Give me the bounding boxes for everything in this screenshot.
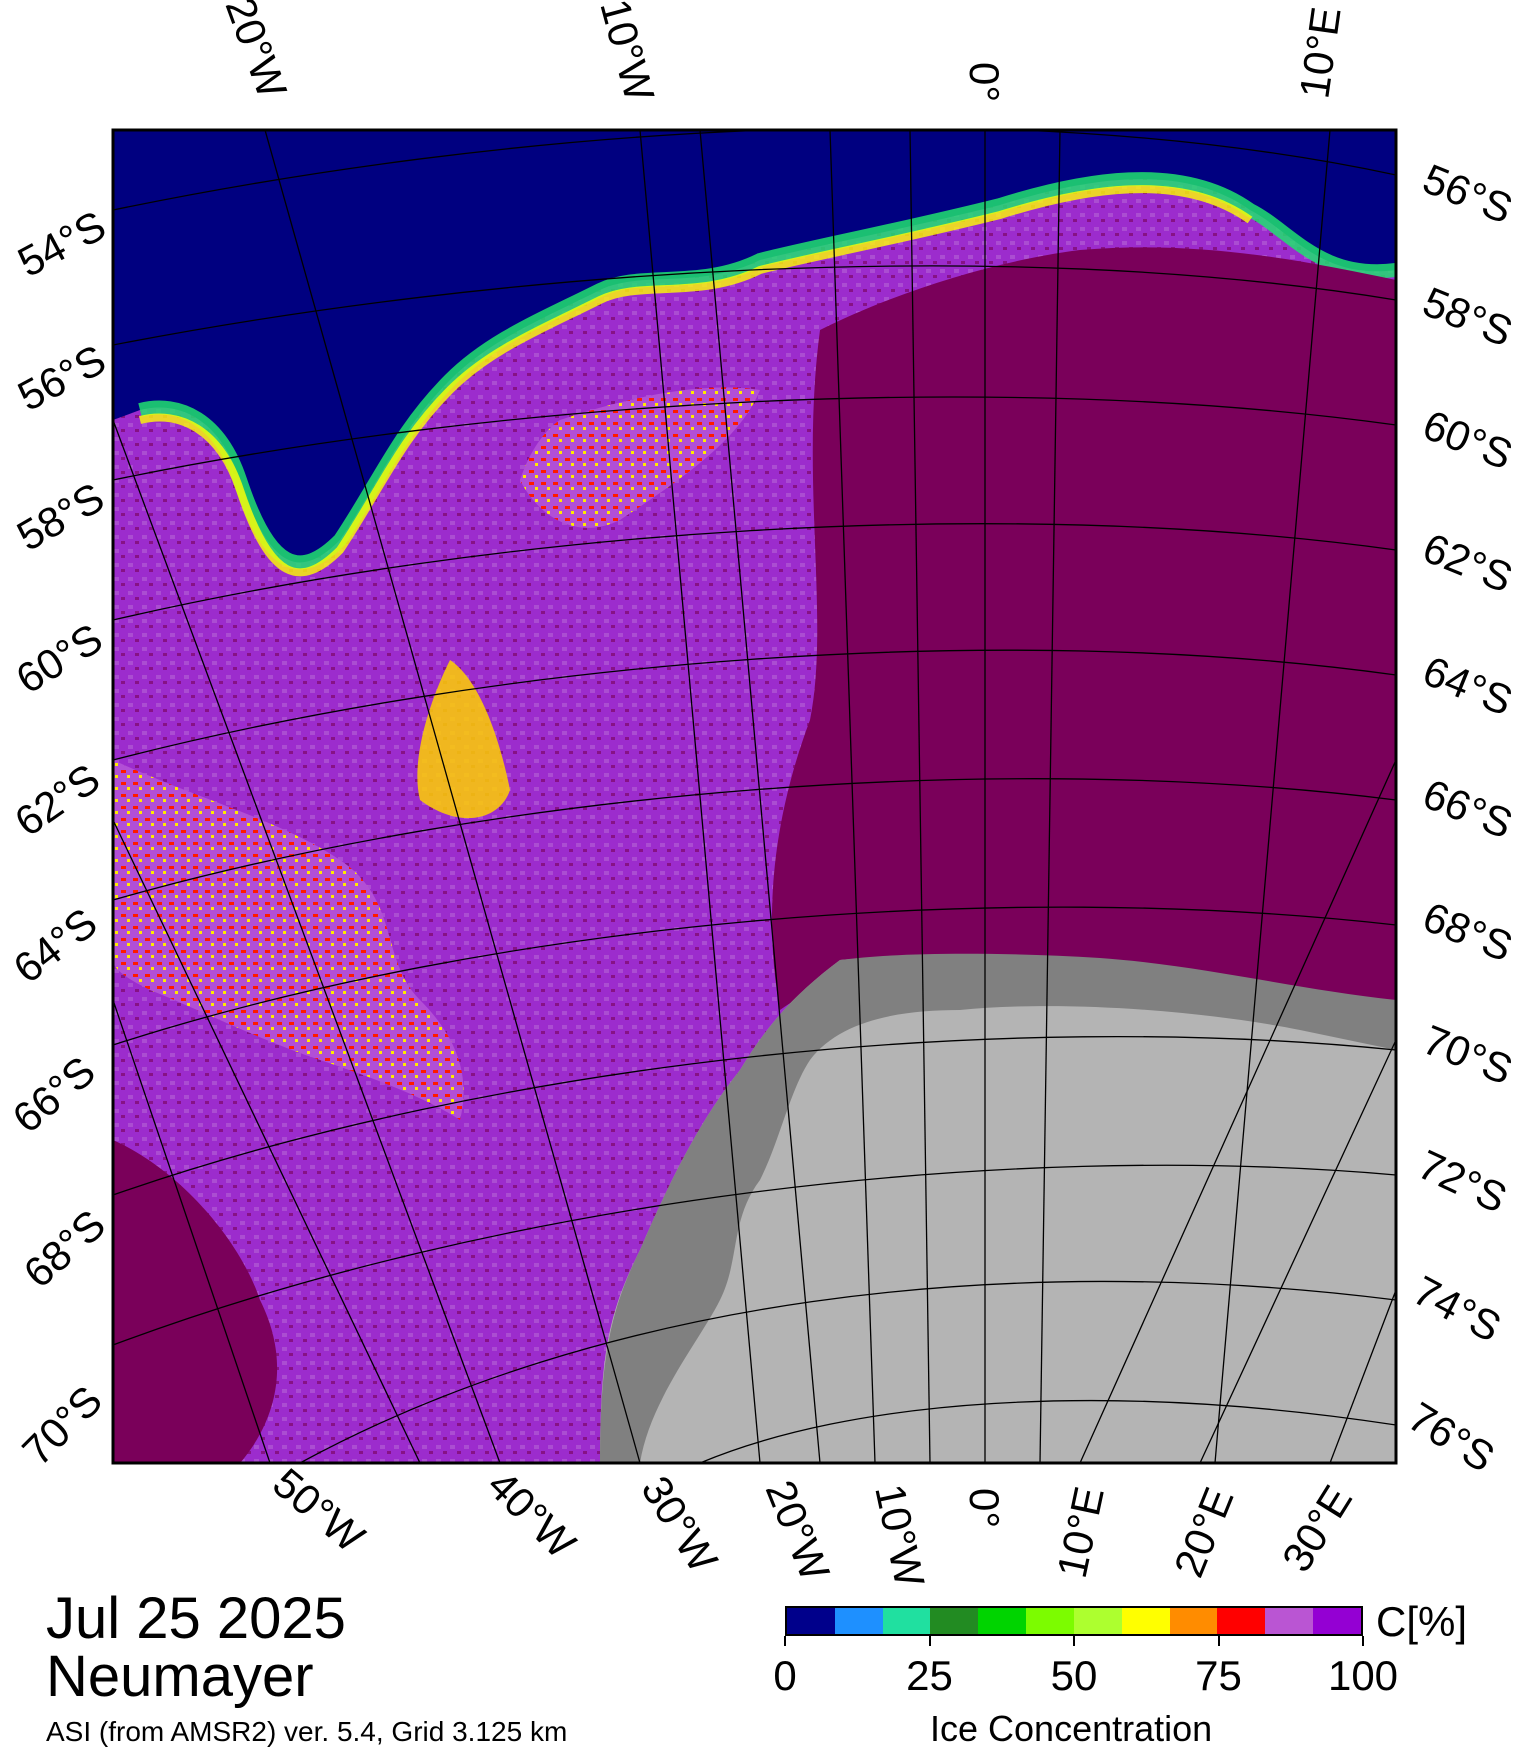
bottom-lon-label: 30°W — [632, 1468, 727, 1581]
bottom-lon-label: 40°W — [479, 1461, 585, 1567]
colorbar-tick — [784, 1636, 786, 1646]
colorbar-swatch — [1026, 1608, 1074, 1634]
bottom-lon-label: 10°E — [1048, 1483, 1113, 1582]
colorbar-tick-label: 25 — [906, 1652, 953, 1699]
top-lon-label: 10°W — [591, 0, 663, 106]
colorbar-swatch — [1313, 1608, 1361, 1634]
colorbar — [785, 1606, 1363, 1636]
colorbar-swatch — [1169, 1608, 1218, 1634]
bottom-lon-label: 20°E — [1165, 1481, 1243, 1583]
right-lat-label: 56°S — [1417, 155, 1518, 233]
colorbar-swatch — [1217, 1608, 1266, 1634]
bottom-lon-label: 50°W — [264, 1459, 374, 1562]
map-frame — [113, 130, 1396, 1463]
ice-shelf — [600, 953, 1396, 1463]
colorbar-swatch — [882, 1608, 931, 1634]
consolidated-ice — [771, 247, 1396, 1040]
right-latitude-labels: 56°S 58°S 60°S 62°S 64°S 66°S 68°S 70°S … — [1400, 155, 1518, 1481]
right-lat-label: 72°S — [1411, 1141, 1514, 1222]
colorbar-tick — [1073, 1636, 1075, 1646]
left-lat-label: 64°S — [5, 899, 106, 992]
date-block: Jul 25 2025 Neumayer ASI (from AMSR2) ve… — [46, 1590, 567, 1748]
left-lat-label: 60°S — [8, 614, 111, 702]
right-lat-label: 66°S — [1417, 770, 1518, 848]
left-lat-label: 70°S — [13, 1376, 111, 1474]
colorbar-swatch — [1121, 1608, 1170, 1634]
right-lat-label: 64°S — [1417, 647, 1518, 725]
region-label: Neumayer — [46, 1644, 314, 1709]
left-latitude-labels: 54°S 56°S 58°S 60°S 62°S 64°S 66°S 68°S … — [4, 201, 114, 1474]
colorbar-swatch — [1265, 1608, 1314, 1634]
date-label: Jul 25 2025 — [46, 1586, 346, 1651]
left-lat-label: 68°S — [15, 1201, 114, 1297]
left-lat-label: 62°S — [6, 754, 108, 845]
colorbar-tick-label: 75 — [1195, 1652, 1242, 1699]
bottom-lon-label: 30°E — [1273, 1477, 1361, 1580]
open-water — [113, 130, 1396, 563]
top-lon-label: 0° — [961, 62, 1008, 102]
colorbar-swatch — [834, 1608, 883, 1634]
top-lon-label: 10°E — [1290, 4, 1349, 101]
bottom-lon-label: 20°W — [757, 1474, 839, 1588]
right-lat-label: 70°S — [1417, 1016, 1518, 1094]
colorbar-tick-label: 0 — [773, 1652, 797, 1699]
colorbar-tick — [1362, 1636, 1364, 1646]
colorbar-swatch — [978, 1608, 1027, 1634]
right-lat-label: 60°S — [1417, 401, 1518, 479]
colorbar-tick-label: 50 — [1050, 1652, 1098, 1699]
right-lat-label: 76°S — [1400, 1393, 1503, 1481]
product-label: ASI (from AMSR2) ver. 5.4, Grid 3.125 km — [46, 1716, 568, 1747]
left-lat-label: 58°S — [9, 473, 112, 559]
colorbar-tick-label: 100 — [1327, 1652, 1399, 1699]
left-lat-label: 56°S — [10, 335, 113, 419]
top-lon-label: 20°W — [217, 0, 297, 104]
left-lat-label: 66°S — [4, 1047, 104, 1142]
colorbar-tick — [928, 1636, 931, 1646]
consolidated-ice-southwest — [113, 1140, 278, 1463]
colorbar-swatch — [787, 1608, 835, 1634]
bottom-longitude-labels: 50°W 40°W 30°W 20°W 10°W 0° 10°E 20°E 30… — [264, 1459, 1361, 1591]
left-lat-label: 54°S — [10, 201, 113, 285]
right-lat-label: 62°S — [1417, 524, 1518, 602]
right-lat-label: 74°S — [1406, 1266, 1509, 1350]
colorbar-ticks — [784, 1636, 1364, 1646]
colorbar-swatch — [1073, 1608, 1122, 1634]
bottom-lon-label: 10°W — [866, 1480, 933, 1591]
antarctic-continent — [600, 956, 1396, 1463]
colorbar-swatch — [930, 1608, 979, 1634]
colorbar-tick — [1217, 1636, 1220, 1646]
colorbar-title: Ice Concentration — [930, 1708, 1213, 1749]
right-lat-label: 68°S — [1417, 893, 1518, 971]
high-concentration-zone — [113, 760, 464, 1120]
bottom-lon-label: 0° — [961, 1488, 1008, 1528]
right-lat-label: 58°S — [1417, 278, 1518, 356]
map-border — [111, 128, 1398, 1465]
top-longitude-labels: 20°W 10°W 0° 10°E — [217, 0, 1350, 106]
colorbar-unit: C[%] — [1376, 1598, 1468, 1645]
